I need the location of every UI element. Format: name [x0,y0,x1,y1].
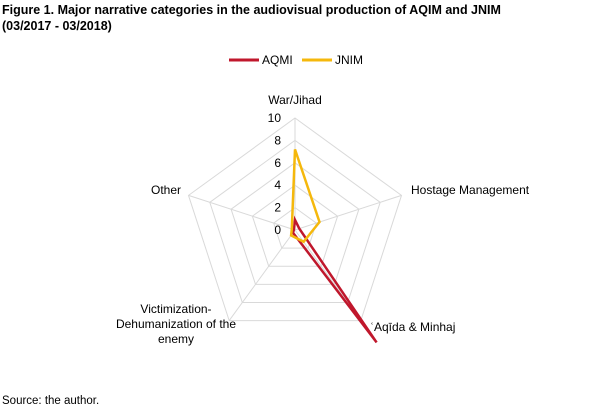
axis-label-2: Hostage Management [411,183,530,197]
grid-ring-4 [251,184,339,267]
series-line-jnim [289,149,321,244]
grid-ring-10 [187,117,403,322]
series-line-aqmi [291,215,378,344]
r-tick-label: 2 [274,201,281,215]
axis-label-4: Victimization-Dehumanization of the enemy [116,302,236,346]
axis-label-3: ʿAqīda & Minhaj [370,320,455,334]
legend-label-aqmi: AQMI [262,53,293,67]
r-tick-label: 0 [274,223,281,237]
grid-ring-6 [230,162,360,285]
axis-label-5: Other [151,183,181,197]
chart-title-line-2: (03/2017 - 03/2018) [2,19,112,33]
grid-spoke-5 [188,194,296,231]
grid-ring-8 [209,139,381,303]
r-tick-label: 6 [274,156,281,170]
r-tick-label: 4 [274,178,281,192]
axis-label-1: War/Jihad [268,93,322,107]
grid-spoke-4 [228,229,296,321]
grid-ring-2 [273,206,317,249]
r-tick-label: 8 [274,133,281,147]
source-note: Source: the author. [2,395,100,407]
r-tick-label: 10 [268,111,282,125]
legend-label-jnim: JNIM [335,53,363,67]
chart-title: Figure 1. Major narrative categories in … [2,2,587,34]
grid-spoke-2 [294,194,402,231]
chart-title-line-1: Figure 1. Major narrative categories in … [2,3,501,17]
